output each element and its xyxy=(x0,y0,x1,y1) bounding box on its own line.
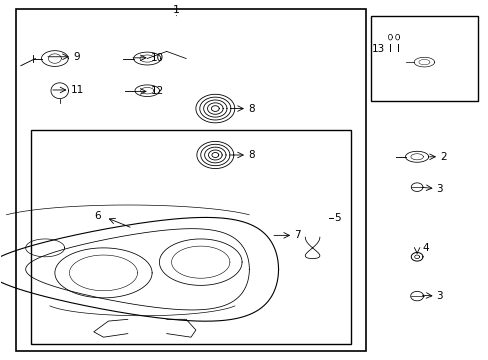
Bar xyxy=(370,16,477,102)
Text: 4: 4 xyxy=(421,243,427,253)
Text: 6: 6 xyxy=(94,211,101,221)
Text: 3: 3 xyxy=(436,184,442,194)
Text: 13: 13 xyxy=(371,44,385,54)
Text: 1: 1 xyxy=(173,5,180,15)
Text: 7: 7 xyxy=(294,230,301,240)
Text: 3: 3 xyxy=(436,291,442,301)
Text: 8: 8 xyxy=(248,150,255,160)
Text: 10: 10 xyxy=(151,53,164,63)
Bar xyxy=(16,9,366,351)
Text: 5: 5 xyxy=(334,212,340,222)
Bar xyxy=(30,130,351,344)
Text: 9: 9 xyxy=(73,52,80,62)
Text: 8: 8 xyxy=(248,104,255,113)
Text: 2: 2 xyxy=(439,152,446,162)
Text: 12: 12 xyxy=(151,86,164,96)
Text: 11: 11 xyxy=(71,85,84,95)
